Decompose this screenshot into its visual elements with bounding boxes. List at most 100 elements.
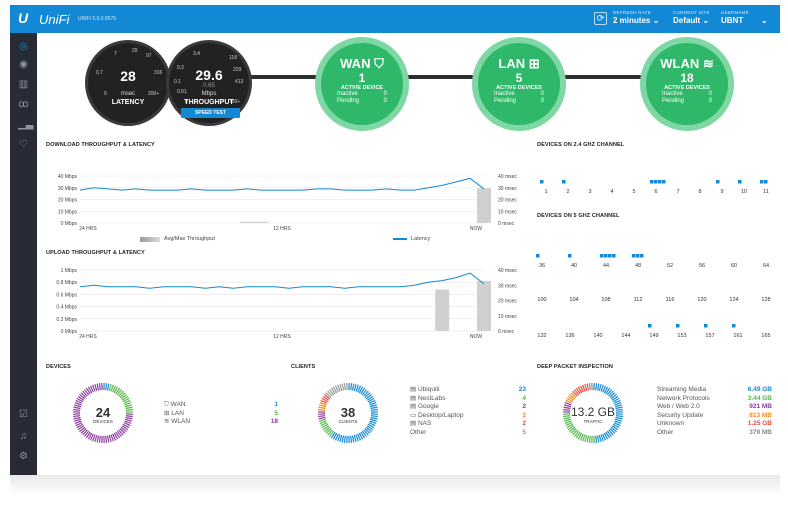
wan-circle[interactable]: WAN ⛉ 1 ACTIVE DEVICE Inactive 0 Pending 0: [321, 43, 403, 125]
refresh-rate-value: 2 minutes: [613, 16, 651, 25]
insights-icon[interactable]: ♡: [19, 139, 28, 150]
donut-segment: [318, 418, 327, 422]
refresh-icon[interactable]: ⟳: [594, 12, 607, 25]
legend-label: Other: [410, 428, 427, 436]
legend-value: 2: [522, 411, 526, 419]
donut-segment: [367, 397, 375, 403]
donut-segment: [609, 428, 616, 434]
ch24-chart[interactable]: 1 2 3 4 5 6 7 8 9 10 11: [532, 175, 772, 200]
donut-segment: [320, 422, 328, 427]
dashboard-icon[interactable]: ◎: [19, 41, 28, 52]
legend-label: ≋ WLAN: [164, 418, 191, 425]
legend-row[interactable]: Network Protocols 3.44 GB: [657, 395, 772, 404]
map-pin-icon[interactable]: ◉: [19, 59, 28, 70]
lan-circle[interactable]: LAN ⊞ 5 ACTIVE DEVICES Inactive 0 Pending…: [478, 43, 560, 125]
donut-segment: [611, 395, 619, 401]
donut-segment: [324, 393, 331, 400]
legend-row[interactable]: ⊞ LAN 5: [164, 410, 278, 419]
channel-label: 144: [621, 333, 630, 339]
donut-segment: [563, 418, 572, 422]
channel-label: 40: [571, 263, 577, 269]
gauge-tick: 0: [185, 99, 188, 105]
donut-segment: [87, 386, 93, 394]
y-left-tick: 10 Mbps: [58, 209, 78, 215]
download-chart[interactable]: 40 Mbps 30 Mbps 20 Mbps 10 Mbps 0 Mbps 40 mse…: [44, 150, 530, 248]
refresh-rate-label: REFRESH RATE: [613, 10, 652, 15]
channel-label: 149: [649, 333, 658, 339]
dpi-donut[interactable]: [561, 381, 625, 445]
donut-segment: [332, 386, 338, 394]
ubiquiti-logo-icon[interactable]: U: [18, 10, 29, 26]
legend-row[interactable]: Security Update 813 MB: [657, 412, 772, 421]
legend-label: ▤ NestLabs: [410, 394, 446, 402]
ch5-chart[interactable]: 36 40 44 48 52 56 60 64 100 104 108 112 116 120 124 128…: [532, 250, 772, 345]
donut-segment: [614, 402, 622, 406]
donut-segment: [573, 389, 580, 396]
donut-segment: [110, 434, 114, 442]
donut-segment: [125, 406, 133, 410]
site-dropdown[interactable]: CURRENT SITE Default ⌄: [673, 10, 710, 25]
upload-chart[interactable]: 1 Mbps 0.8 Mbps 0.6 Mbps 0.4 Mbps 0.2 Mbps 0 …: [44, 262, 530, 344]
y-left-tick: 1 Mbps: [61, 268, 78, 274]
donut-segment: [366, 425, 374, 431]
channel-device-square: [738, 180, 742, 184]
wlan-inactive: 0: [708, 91, 712, 97]
refresh-rate-dropdown[interactable]: REFRESH RATE 2 minutes ⌄: [613, 10, 659, 25]
user-menu[interactable]: USERNAME UBNT ⌄: [721, 10, 768, 25]
y-right-tick: 30 msec: [498, 283, 517, 289]
donut-segment: [575, 431, 581, 439]
settings-icon[interactable]: ⚙: [19, 451, 28, 462]
legend-row[interactable]: ▤ NAS 2: [410, 420, 526, 429]
map-icon[interactable]: ▥: [18, 79, 29, 90]
legend-value: 813 MB: [749, 411, 772, 419]
donut-segment: [121, 425, 129, 431]
latency-gauge[interactable]: 7 29 97 0.7 316 0 200+ 28 msec LATENCY: [85, 40, 171, 126]
legend-row[interactable]: ⛉ WAN 1: [164, 401, 278, 410]
wlan-circle[interactable]: WLAN ≋ 18 ACTIVE DEVICES Inactive 0 Pendi…: [646, 43, 728, 125]
donut-segment: [614, 418, 623, 422]
channel-label: 60: [731, 263, 737, 269]
donut-segment: [610, 426, 617, 433]
donut-segment: [327, 390, 333, 397]
donut-segment: [74, 420, 82, 424]
legend-row[interactable]: ▤ NestLabs 4: [410, 395, 526, 404]
donut-segment: [119, 392, 126, 398]
donut-segment: [573, 430, 580, 437]
legend-value: 4: [522, 394, 526, 402]
donut-segment: [602, 433, 607, 441]
legend-row[interactable]: ▤ Ubiquiti 23: [410, 386, 526, 395]
legend-row[interactable]: Streaming Media 6.49 GB: [657, 386, 772, 395]
lan-inactive: 0: [540, 91, 544, 97]
legend-label: Security Update: [657, 411, 704, 419]
alerts-icon[interactable]: ♫: [19, 431, 28, 442]
donut-segment: [350, 383, 353, 391]
y-left-tick: 0.8 Mbps: [56, 280, 77, 286]
legend-row[interactable]: ▭ Desktop/Laptop 2: [410, 412, 526, 421]
donut-segment: [567, 425, 575, 431]
donut-segment: [80, 428, 87, 434]
donut-segment: [328, 430, 335, 437]
devices-donut[interactable]: [71, 381, 135, 445]
y-right-tick: 0 msec: [498, 329, 515, 335]
topology-link-line: [235, 75, 655, 79]
speed-test-button[interactable]: SPEED TEST: [181, 108, 240, 118]
legend-row[interactable]: Other 379 MB: [657, 429, 772, 438]
donut-segment: [112, 433, 117, 441]
events-icon[interactable]: ☑: [19, 409, 28, 420]
channel-label: 44: [603, 263, 609, 269]
stats-icon[interactable]: ▁▃: [18, 119, 34, 130]
clients-donut[interactable]: [316, 381, 380, 445]
legend-row[interactable]: Web / Web 2.0 921 MB: [657, 403, 772, 412]
donut-segment: [609, 392, 616, 398]
legend-row[interactable]: ≋ WLAN 18: [164, 418, 278, 427]
legend-row[interactable]: ▤ Google 2: [410, 403, 526, 412]
x-tick-label: NOW: [470, 334, 483, 340]
donut-segment: [565, 422, 573, 427]
channel-label: 11: [763, 189, 769, 195]
legend-row[interactable]: Unknown 1.25 GB: [657, 420, 772, 429]
latency-value: 28: [120, 68, 136, 84]
donut-segment: [124, 418, 133, 422]
clients-icon[interactable]: ꝏ: [18, 99, 29, 110]
wan-pending-label: Pending: [337, 98, 360, 104]
legend-row[interactable]: Other 5: [410, 429, 526, 438]
